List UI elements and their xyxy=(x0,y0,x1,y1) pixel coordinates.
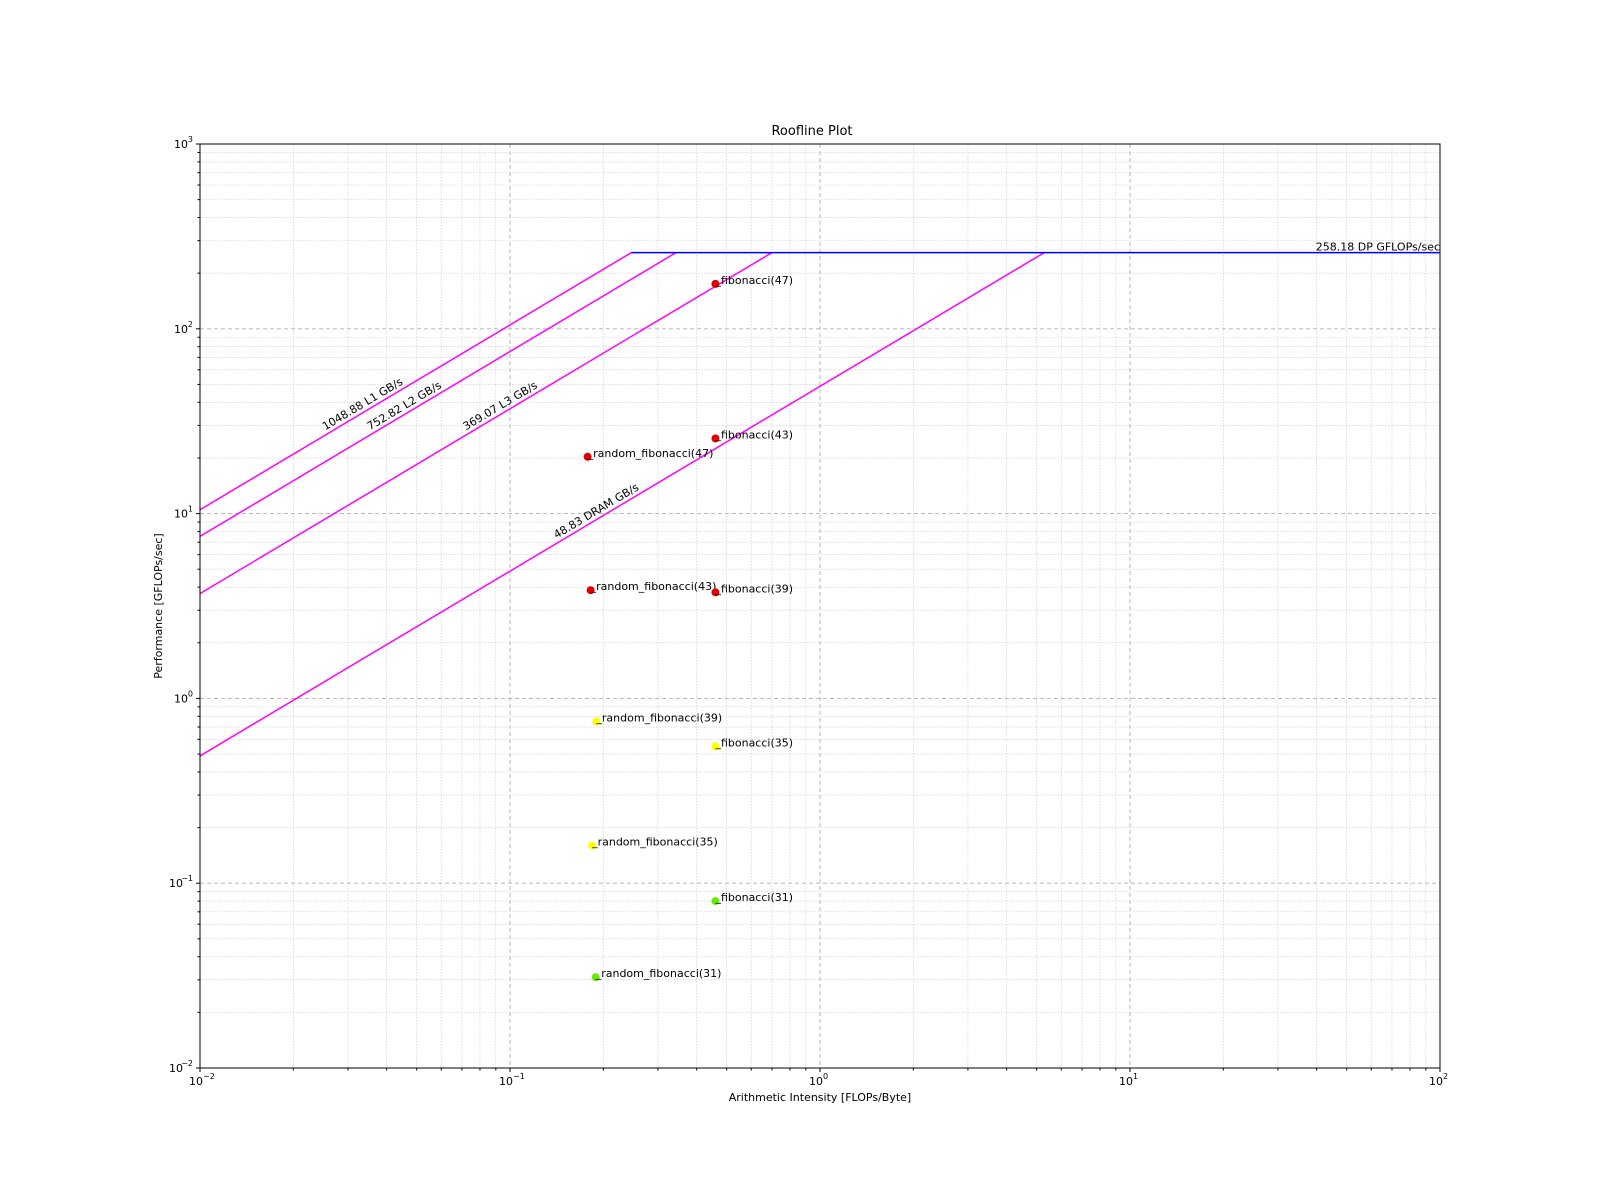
data-point xyxy=(711,279,720,288)
memory-roof-line xyxy=(199,252,773,595)
memory-roof-line xyxy=(199,252,677,538)
data-point xyxy=(591,973,600,982)
data-point-label: _random_fibonacci(31) xyxy=(595,967,722,980)
data-point-label: _fibonacci(31) xyxy=(714,891,793,904)
x-tick-label: 10 xyxy=(189,1075,203,1088)
y-tick-label: 10 xyxy=(174,692,188,705)
x-tick-exponent: 1 xyxy=(1133,1072,1138,1081)
y-tick-label: 10 xyxy=(174,138,188,151)
x-tick-label: 10 xyxy=(809,1075,823,1088)
x-tick-exponent: −2 xyxy=(203,1072,215,1081)
y-tick-exponent: 3 xyxy=(188,135,193,144)
x-tick-exponent: −1 xyxy=(513,1072,525,1081)
x-tick-label: 10 xyxy=(499,1075,513,1088)
data-point xyxy=(586,586,595,595)
y-axis-label: Performance [GFLOPs/sec] xyxy=(152,533,165,678)
data-points: _fibonacci(47)_fibonacci(43)_random_fibo… xyxy=(583,274,793,982)
x-axis-label: Arithmetic Intensity [FLOPs/Byte] xyxy=(729,1091,911,1104)
data-point-label: _fibonacci(43) xyxy=(714,428,793,441)
data-point-label: _fibonacci(39) xyxy=(714,582,793,595)
data-point xyxy=(583,452,592,461)
data-point-label: _random_fibonacci(39) xyxy=(595,711,722,724)
data-point xyxy=(711,742,720,751)
data-point-label: _random_fibonacci(43) xyxy=(590,580,717,593)
x-tick-label: 10 xyxy=(1119,1075,1133,1088)
data-point xyxy=(711,588,720,597)
y-tick-label: 10 xyxy=(174,323,188,336)
x-tick-exponent: 0 xyxy=(823,1072,828,1081)
data-point-label: _fibonacci(47) xyxy=(714,274,793,287)
memory-roof-line xyxy=(199,252,1045,757)
y-tick-exponent: 0 xyxy=(188,689,193,698)
data-point-label: _random_fibonacci(47) xyxy=(587,447,714,460)
chart-title: Roofline Plot xyxy=(771,124,852,139)
x-tick-exponent: 2 xyxy=(1443,1072,1448,1081)
x-tick-label: 10 xyxy=(1429,1075,1443,1088)
data-point-label: _random_fibonacci(35) xyxy=(591,835,718,848)
data-point xyxy=(588,841,597,850)
data-point xyxy=(711,897,720,906)
y-tick-exponent: 1 xyxy=(188,505,193,514)
y-tick-label: 10 xyxy=(169,877,183,890)
y-tick-exponent: 2 xyxy=(188,320,193,329)
y-tick-exponent: −2 xyxy=(181,1059,193,1068)
data-point xyxy=(711,434,720,443)
data-point xyxy=(592,717,601,726)
data-point-label: _fibonacci(35) xyxy=(714,736,793,749)
y-tick-label: 10 xyxy=(169,1062,183,1075)
memory-roof-line xyxy=(199,252,632,511)
y-tick-exponent: −1 xyxy=(181,874,193,883)
compute-roof-label: 258.18 DP GFLOPs/sec xyxy=(1316,241,1440,254)
y-tick-label: 10 xyxy=(174,508,188,521)
